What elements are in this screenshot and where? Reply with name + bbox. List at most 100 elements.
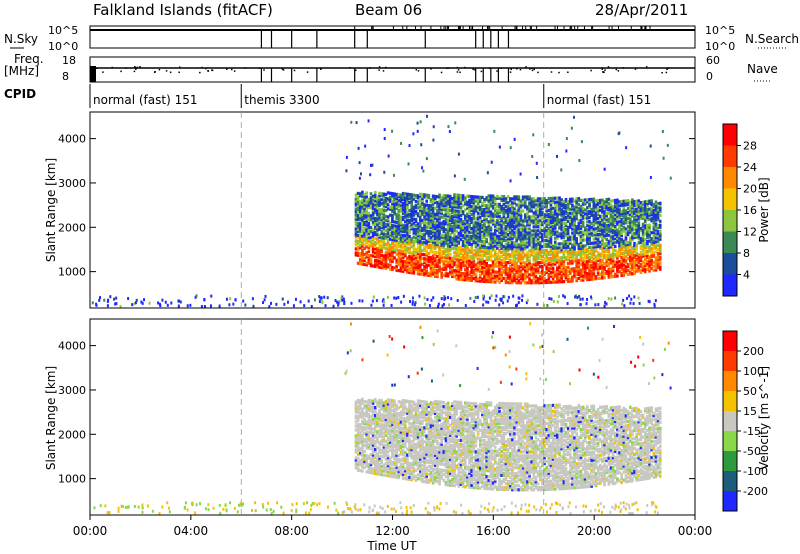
cell-3335: [568, 267, 572, 271]
cell-2615: [519, 263, 523, 267]
cell-3113: [551, 198, 555, 202]
nave-dot-6: [634, 68, 637, 70]
cell-1943: [474, 195, 478, 199]
cell-79: [622, 298, 625, 302]
cell-1849: [470, 270, 473, 275]
cell-1722: [461, 273, 465, 278]
cell-230: [354, 227, 358, 231]
cell-2134: [487, 214, 491, 218]
cell-1158: [423, 233, 426, 237]
cell-625: [384, 218, 388, 223]
cell-2411: [506, 253, 510, 257]
cell-1855: [470, 256, 473, 261]
cell-3938: [611, 249, 615, 253]
cell-2012: [481, 277, 484, 281]
cell-996: [412, 269, 416, 273]
cell-1770: [463, 222, 467, 226]
cell-738: [393, 196, 396, 200]
cell-3921: [609, 213, 613, 217]
cell-2502: [511, 203, 514, 207]
cell-3326: [566, 207, 570, 212]
cell-373: [365, 223, 369, 227]
cell-2464: [508, 209, 512, 213]
cell-1128: [421, 232, 424, 237]
cell-3131: [553, 236, 557, 240]
cell-1008: [412, 241, 416, 245]
cell-1566: [451, 228, 454, 233]
cell-2515: [513, 257, 516, 261]
cell-3331: [568, 279, 572, 283]
cell-3222: [560, 234, 563, 238]
cell-1321: [433, 214, 437, 218]
cell-1382: [438, 217, 441, 221]
cell-615: [384, 252, 388, 256]
cell-3298: [564, 200, 568, 204]
cell-2903: [538, 243, 542, 247]
cell-3500: [579, 230, 583, 234]
cell-4514: [656, 251, 660, 256]
cell-4114: [624, 245, 628, 249]
cell-55: [212, 506, 215, 510]
cell-2211: [493, 264, 497, 268]
cell-3835: [603, 202, 606, 206]
cell-825: [399, 217, 403, 221]
cell-1648: [457, 277, 461, 281]
cell-4487: [654, 256, 658, 260]
cell-3693: [594, 265, 598, 269]
cell-1647: [455, 193, 458, 197]
cell-227: [354, 233, 358, 237]
cell-3059: [549, 246, 553, 250]
cell-1697: [459, 251, 463, 256]
cell-59: [368, 506, 371, 510]
cell-3140: [553, 212, 557, 216]
cell-4525: [656, 218, 660, 222]
cell-2080: [485, 273, 488, 278]
cell-1541: [448, 214, 452, 218]
cell-3269: [562, 200, 566, 204]
cell-3356: [568, 199, 572, 203]
cell-3166: [556, 220, 559, 224]
cell-3241: [562, 268, 566, 272]
cell-57: [119, 305, 122, 309]
cell-4407: [648, 269, 651, 273]
cell-428: [369, 214, 373, 218]
cell-1104: [418, 220, 422, 224]
cell-2662: [521, 227, 525, 231]
cell-1355: [436, 211, 439, 215]
cell-760: [395, 220, 398, 224]
cell-1944: [476, 279, 480, 283]
cell-898: [403, 198, 407, 202]
cell-3643: [590, 247, 593, 251]
cell-4214: [631, 206, 634, 210]
cell-3704: [594, 237, 598, 241]
cell-3208: [560, 276, 563, 280]
cell-1831: [468, 230, 471, 234]
cell-3934: [611, 257, 615, 261]
cell-65: [589, 295, 592, 299]
cell-3792: [601, 238, 604, 242]
cell-2613: [519, 269, 523, 273]
cell-2271: [498, 270, 501, 274]
cell-4282: [637, 241, 641, 245]
cell-568: [380, 218, 383, 222]
cell-4490: [654, 244, 658, 248]
cell-4327: [641, 264, 645, 268]
cell-3856: [605, 219, 608, 224]
cell-3293: [564, 211, 568, 216]
nave-dot-43: [665, 71, 668, 74]
cell-1665: [457, 241, 461, 245]
cell-3458: [577, 262, 581, 267]
cell-2611: [519, 273, 523, 277]
cell-1888: [472, 255, 476, 259]
cell-3527: [581, 244, 585, 248]
cell-3723: [596, 264, 600, 269]
cell-1807: [466, 214, 469, 218]
cell-2542: [515, 271, 518, 275]
cell-1709: [459, 219, 463, 224]
cell-793: [397, 217, 401, 221]
cell-3035: [547, 228, 551, 233]
cell-3154: [556, 260, 559, 264]
cell-539: [378, 211, 381, 215]
cell-3731: [596, 242, 600, 247]
cell-911: [406, 242, 409, 246]
